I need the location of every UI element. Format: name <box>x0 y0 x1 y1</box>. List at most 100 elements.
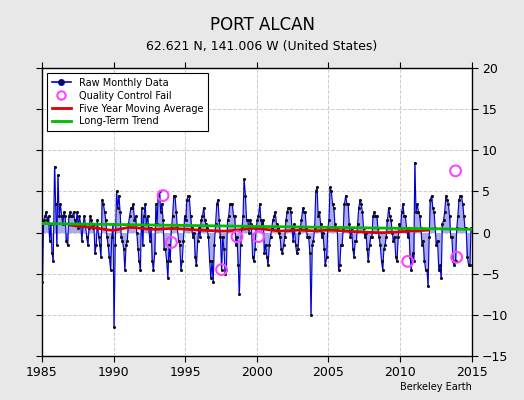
Point <box>192 262 201 269</box>
Point <box>410 258 418 264</box>
Point <box>63 242 72 248</box>
Point <box>110 324 118 330</box>
Point <box>228 200 236 207</box>
Point <box>43 217 51 224</box>
Point <box>61 213 69 219</box>
Point <box>239 213 247 219</box>
Point <box>424 283 432 289</box>
Point <box>412 209 420 215</box>
Point <box>407 266 416 273</box>
Point <box>141 200 149 207</box>
Point <box>332 225 340 232</box>
Point <box>380 246 388 252</box>
Point <box>442 192 450 199</box>
Point <box>92 242 101 248</box>
Point <box>406 254 414 260</box>
Point <box>103 234 111 240</box>
Point <box>165 242 173 248</box>
Point <box>381 242 389 248</box>
Point <box>303 234 312 240</box>
Point <box>413 200 421 207</box>
Point <box>136 266 145 273</box>
Point <box>161 246 170 252</box>
Point <box>450 262 458 269</box>
Point <box>208 258 216 264</box>
Point <box>337 242 345 248</box>
Text: 62.621 N, 141.006 W (United States): 62.621 N, 141.006 W (United States) <box>146 40 378 53</box>
Point <box>153 221 161 228</box>
Point <box>352 238 361 244</box>
Point <box>90 221 98 228</box>
Point <box>443 196 451 203</box>
Point <box>38 279 47 285</box>
Point <box>133 229 141 236</box>
Point <box>101 209 109 215</box>
Point <box>215 217 223 224</box>
Point <box>167 239 176 246</box>
Point <box>368 234 376 240</box>
Point <box>148 258 157 264</box>
Point <box>297 217 305 224</box>
Point <box>389 238 398 244</box>
Point <box>390 234 399 240</box>
Point <box>233 234 241 240</box>
Point <box>339 225 347 232</box>
Point <box>432 242 441 248</box>
Point <box>168 213 177 219</box>
Point <box>104 242 112 248</box>
Point <box>223 217 232 224</box>
Point <box>247 221 256 228</box>
Point <box>118 238 127 244</box>
Point <box>52 242 61 248</box>
Point <box>84 242 92 248</box>
Point <box>221 270 230 277</box>
Point <box>437 275 445 281</box>
Point <box>188 225 196 232</box>
Point <box>365 242 374 248</box>
Point <box>154 192 162 199</box>
Point <box>439 217 447 224</box>
Point <box>266 234 275 240</box>
Point <box>240 176 248 182</box>
Point <box>72 221 80 228</box>
Point <box>446 234 455 240</box>
Point <box>160 246 168 252</box>
Point <box>119 246 128 252</box>
Point <box>453 254 461 260</box>
Point <box>241 192 249 199</box>
Point <box>335 262 344 269</box>
Point <box>233 234 241 240</box>
Point <box>372 213 380 219</box>
Point <box>301 209 309 215</box>
Point <box>245 229 253 236</box>
Point <box>330 205 338 211</box>
Point <box>300 209 308 215</box>
Point <box>420 258 429 264</box>
Point <box>429 205 437 211</box>
Point <box>305 250 314 256</box>
Point <box>89 225 97 232</box>
Point <box>386 213 394 219</box>
Point <box>351 238 359 244</box>
Point <box>115 192 123 199</box>
Point <box>460 213 468 219</box>
Point <box>69 209 78 215</box>
Point <box>340 200 348 207</box>
Point <box>451 168 460 174</box>
Point <box>461 225 469 232</box>
Point <box>333 225 342 232</box>
Point <box>117 234 125 240</box>
Point <box>183 196 191 203</box>
Point <box>271 209 279 215</box>
Point <box>64 213 73 219</box>
Point <box>248 254 257 260</box>
Point <box>260 250 269 256</box>
Point <box>367 234 375 240</box>
Point <box>369 213 377 219</box>
Point <box>343 200 351 207</box>
Point <box>171 192 179 199</box>
Legend: Raw Monthly Data, Quality Control Fail, Five Year Moving Average, Long-Term Tren: Raw Monthly Data, Quality Control Fail, … <box>47 73 208 131</box>
Point <box>99 200 107 207</box>
Point <box>458 200 467 207</box>
Point <box>235 291 244 298</box>
